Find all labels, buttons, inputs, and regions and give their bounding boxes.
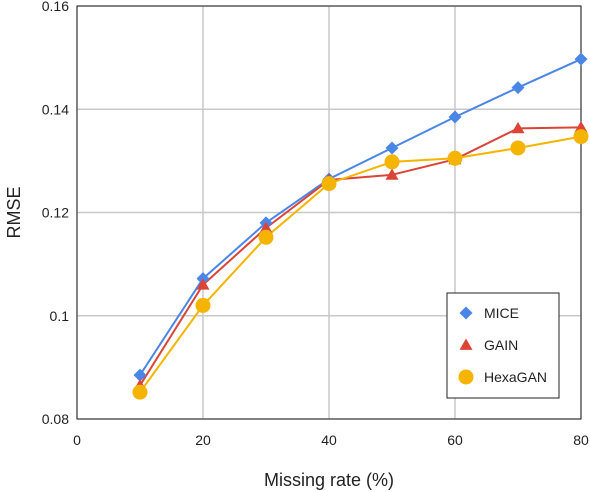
- data-point-gain: [259, 221, 273, 233]
- y-tick-label: 0.16: [42, 0, 69, 14]
- data-point-mice: [511, 81, 525, 95]
- data-point-hexagan: [258, 229, 274, 245]
- legend-label-gain: GAIN: [484, 337, 518, 353]
- data-point-hexagan: [510, 140, 526, 156]
- series-lines: [139, 58, 582, 393]
- x-tick-label: 40: [321, 432, 337, 448]
- data-point-gain: [511, 121, 525, 134]
- legend-marker-hexagan: [458, 369, 474, 385]
- data-point-hexagan: [447, 150, 463, 166]
- series-line-hexagan: [139, 135, 582, 393]
- data-point-mice: [574, 52, 588, 66]
- x-tick-label: 0: [73, 432, 81, 448]
- x-tick-labels: 0 20 40 60 80: [73, 432, 589, 448]
- series-markers: [132, 52, 589, 400]
- y-tick-labels: 0.08 0.1 0.12 0.14 0.16: [42, 0, 69, 427]
- data-point-gain: [574, 120, 588, 133]
- legend-marker-mice: [459, 306, 473, 320]
- y-tick-label: 0.08: [42, 411, 69, 427]
- series-line-mice: [139, 58, 582, 376]
- plot-frame: [76, 5, 582, 420]
- legend-label-mice: MICE: [484, 305, 519, 321]
- y-tick-label: 0.1: [50, 308, 70, 324]
- y-tick-label: 0.14: [42, 101, 69, 117]
- x-tick-label: 60: [447, 432, 463, 448]
- data-point-hexagan: [573, 129, 589, 145]
- x-tick-label: 20: [195, 432, 211, 448]
- y-axis-label: RMSE: [4, 186, 24, 238]
- y-tick-label: 0.12: [42, 205, 69, 221]
- data-point-mice: [133, 368, 147, 382]
- legend-label-hexagan: HexaGAN: [484, 369, 547, 385]
- x-axis-label: Missing rate (%): [264, 470, 394, 490]
- data-point-hexagan: [384, 154, 400, 170]
- data-point-gain: [385, 168, 399, 180]
- data-point-hexagan: [195, 297, 211, 313]
- data-point-hexagan: [132, 384, 148, 400]
- data-point-mice: [385, 141, 399, 155]
- legend-marker-gain: [459, 338, 473, 350]
- data-point-gain: [196, 278, 210, 290]
- series-line-gain: [139, 126, 582, 386]
- data-point-mice: [448, 110, 462, 124]
- legend: MICE GAIN HexaGAN: [446, 292, 560, 399]
- x-tick-label: 80: [573, 432, 589, 448]
- data-point-hexagan: [321, 176, 337, 192]
